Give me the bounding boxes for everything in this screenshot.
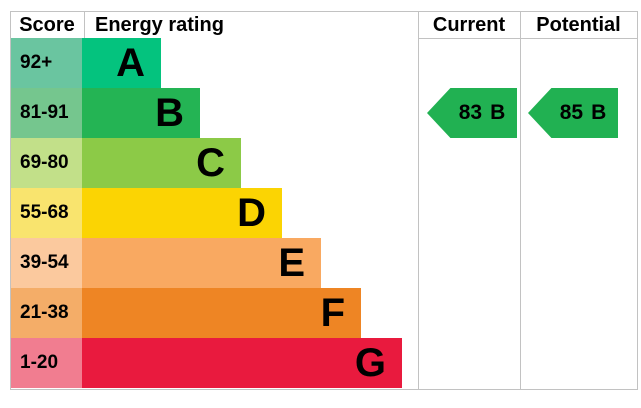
score-range-d: 55-68 [11,188,82,238]
score-range-e: 39-54 [11,238,82,288]
current-rating-value: 83 [458,101,483,124]
table-border-left [10,11,11,390]
potential-rating-band: B [591,101,607,124]
rating-bar-d: D [82,188,282,238]
table-border-top [10,11,638,12]
potential-column-divider [520,11,521,390]
header-underline [418,38,638,39]
score-range-b: 81-91 [11,88,82,138]
current-rating-arrow: 83 B [427,88,517,138]
rating-bar-e: E [82,238,321,288]
table-border-right [637,11,638,390]
rating-bar-b: B [82,88,200,138]
potential-rating-arrow: 85 B [528,88,618,138]
rating-bar-a: A [82,38,161,88]
score-range-a: 92+ [11,38,82,88]
score-range-g: 1-20 [11,338,82,388]
table-border-bottom [10,389,638,390]
score-range-f: 21-38 [11,288,82,338]
rating-bar-g: G [82,338,402,388]
current-header: Current [432,14,506,36]
current-rating-band: B [490,101,506,124]
score-header: Score [19,14,75,36]
score-column-divider [84,11,85,38]
current-column-divider [418,11,419,390]
rating-bar-c: C [82,138,241,188]
potential-header: Potential [536,14,621,36]
energy-rating-header: Energy rating [95,14,224,36]
potential-rating-value: 85 [559,101,584,124]
rating-bar-f: F [82,288,361,338]
score-range-c: 69-80 [11,138,82,188]
